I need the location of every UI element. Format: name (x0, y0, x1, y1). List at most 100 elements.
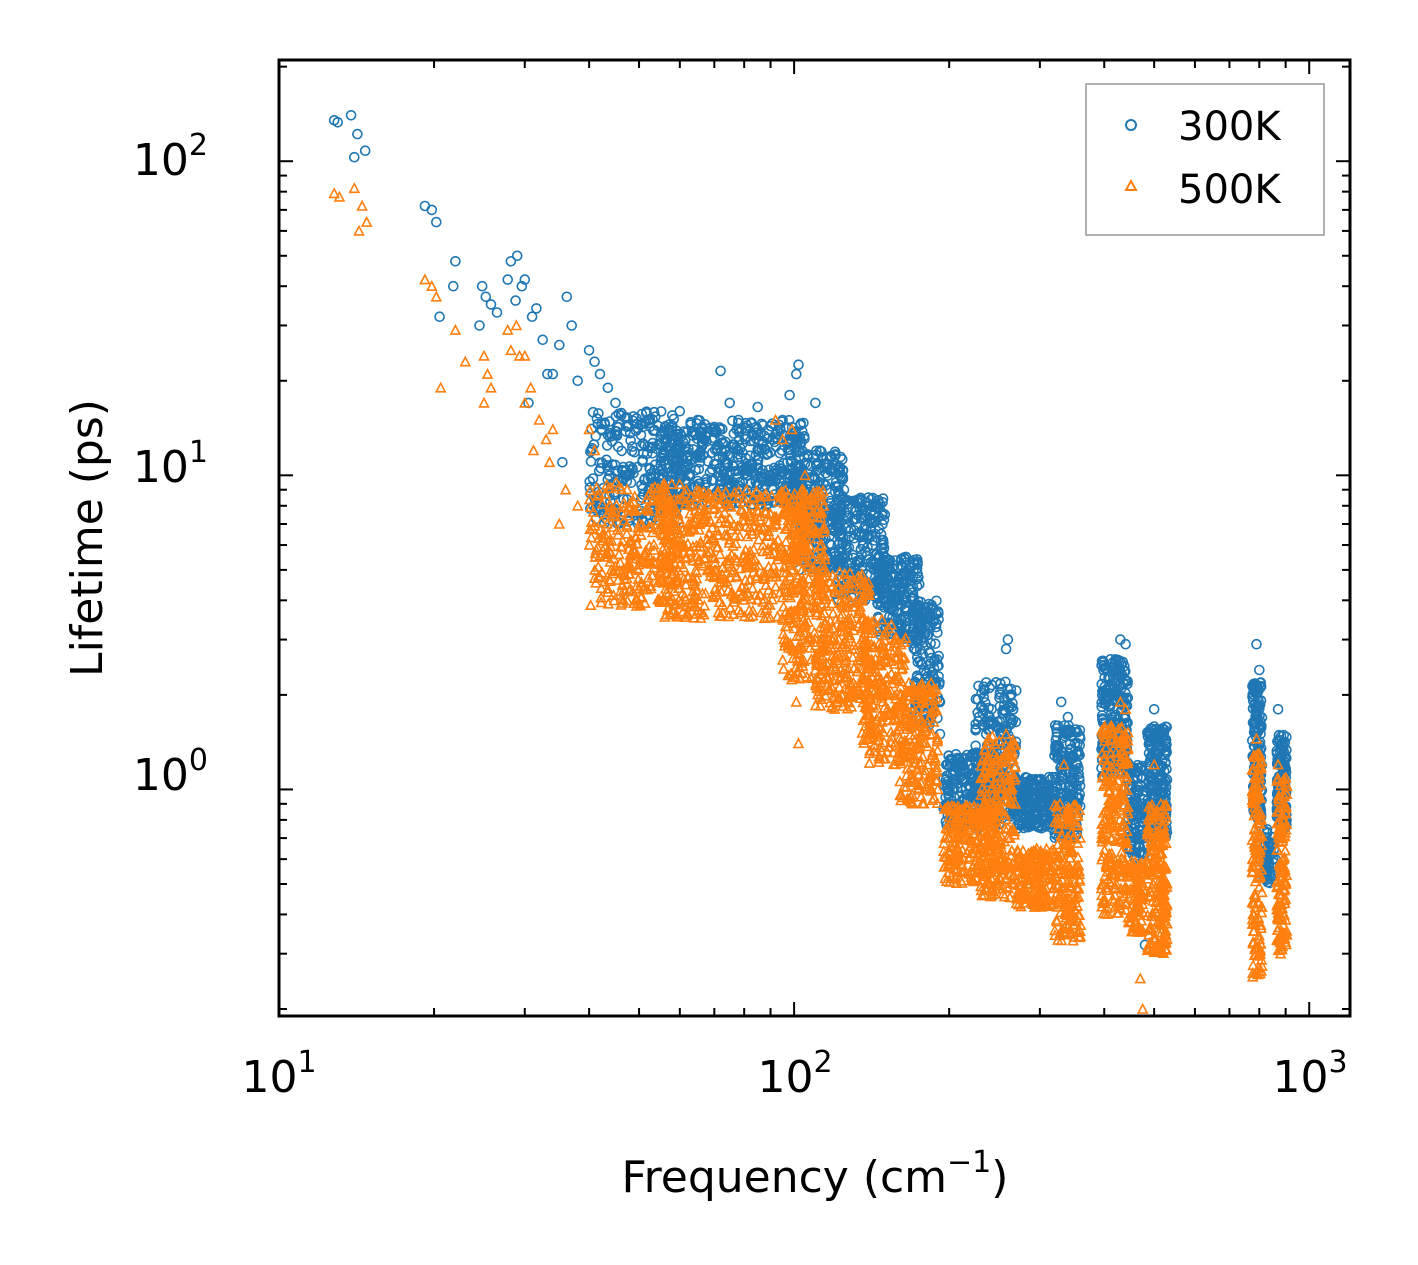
data-point-500k (814, 586, 827, 598)
data-point-300k (1104, 701, 1116, 712)
data-point-300k (485, 299, 497, 310)
data-point-500k (810, 546, 822, 558)
data-point-500k (718, 506, 731, 518)
data-point-500k (616, 534, 629, 546)
data-point-500k (842, 577, 855, 589)
data-point-500k (820, 670, 832, 682)
data-point-500k (800, 509, 813, 521)
data-point-300k (620, 426, 632, 437)
data-point-300k (888, 568, 900, 580)
data-point-500k (811, 688, 824, 700)
data-point-500k (819, 689, 832, 701)
data-point-500k (786, 563, 798, 575)
data-point-300k (595, 462, 607, 474)
data-point-500k (655, 575, 668, 587)
data-point-500k (730, 537, 742, 549)
data-point-500k (642, 504, 655, 516)
data-point-500k (726, 560, 738, 572)
data-point-300k (838, 484, 850, 496)
data-point-500k (612, 573, 624, 585)
data-point-300k (890, 613, 902, 625)
data-point-500k (826, 682, 839, 694)
data-point-500k (782, 520, 795, 532)
data-point-300k (1010, 685, 1022, 696)
data-point-300k (1054, 749, 1066, 761)
data-point-500k (612, 528, 624, 540)
data-point-300k (1107, 695, 1119, 707)
data-point-500k (694, 540, 706, 552)
data-point-300k (1160, 782, 1172, 793)
data-point-500k (707, 531, 720, 543)
data-point-500k (663, 608, 676, 620)
data-point-300k (878, 572, 890, 584)
data-point-500k (839, 587, 852, 599)
data-point-300k (833, 537, 845, 549)
data-point-300k (879, 580, 891, 592)
data-point-500k (826, 632, 839, 644)
data-point-500k (801, 515, 814, 527)
data-point-500k (796, 523, 809, 535)
data-point-300k (796, 425, 808, 437)
data-point-300k (798, 430, 810, 442)
data-point-500k (742, 547, 755, 559)
data-point-500k (712, 528, 724, 540)
data-point-300k (970, 718, 982, 730)
data-point-300k (1061, 726, 1072, 737)
data-point-500k (815, 505, 828, 517)
data-point-300k (480, 291, 492, 303)
data-point-500k (857, 631, 870, 643)
data-point-500k (632, 564, 645, 576)
data-point-300k (1160, 775, 1171, 787)
data-point-500k (693, 517, 706, 529)
data-point-300k (615, 410, 627, 421)
data-point-500k (665, 544, 678, 556)
data-point-500k (853, 603, 866, 615)
data-point-500k (827, 622, 840, 634)
data-point-300k (1152, 746, 1163, 758)
data-point-300k (1271, 748, 1283, 759)
data-point-500k (771, 610, 784, 622)
data-point-500k (766, 593, 779, 605)
data-point-500k (741, 530, 754, 542)
data-point-500k (792, 503, 805, 515)
data-point-300k (906, 561, 917, 573)
data-point-300k (994, 692, 1005, 704)
data-point-500k (704, 490, 716, 502)
data-point-500k (787, 652, 799, 664)
data-point-500k (786, 584, 798, 596)
data-point-300k (1254, 664, 1265, 676)
data-point-300k (1154, 745, 1165, 756)
data-point-500k (688, 589, 701, 601)
data-point-500k (764, 548, 777, 560)
data-point-300k (719, 444, 730, 456)
data-point-500k (680, 578, 692, 590)
data-point-500k (722, 517, 734, 529)
data-point-500k (788, 616, 800, 628)
data-point-300k (914, 655, 926, 667)
data-point-500k (870, 621, 883, 633)
data-point-500k (826, 569, 839, 581)
data-point-300k (783, 468, 794, 479)
data-point-500k (635, 576, 648, 588)
data-point-300k (474, 320, 485, 331)
data-point-500k (727, 539, 739, 551)
data-point-300k (848, 532, 860, 544)
data-point-300k (933, 650, 945, 662)
data-point-500k (607, 509, 619, 521)
data-point-300k (1071, 758, 1082, 770)
data-point-300k (661, 432, 672, 444)
data-point-300k (613, 408, 625, 420)
data-point-300k (1007, 714, 1019, 726)
data-point-500k (654, 557, 667, 569)
data-point-500k (650, 494, 663, 506)
data-point-300k (970, 693, 982, 705)
data-point-300k (745, 417, 757, 429)
data-point-500k (671, 507, 684, 519)
data-point-300k (1150, 723, 1162, 735)
data-point-500k (818, 520, 830, 532)
data-point-500k (746, 582, 759, 594)
data-point-500k (830, 673, 842, 685)
data-point-300k (1109, 690, 1120, 701)
data-point-300k (825, 495, 836, 507)
data-point-300k (670, 456, 682, 468)
